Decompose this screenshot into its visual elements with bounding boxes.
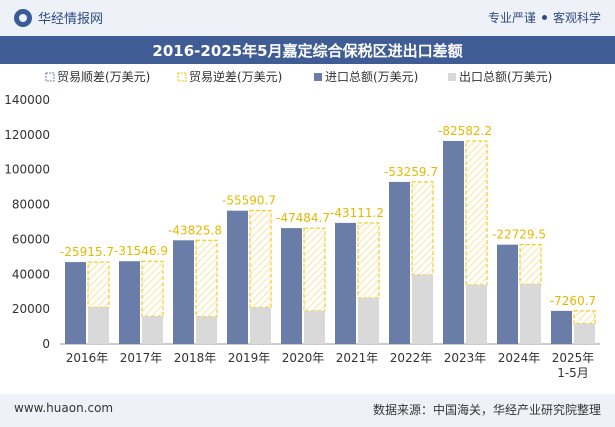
deficit-region — [519, 244, 542, 285]
import-bar — [335, 222, 356, 344]
deficit-region — [141, 260, 164, 317]
import-bar — [173, 240, 194, 344]
import-bar — [389, 181, 410, 344]
x-tick-label: 2018年 — [174, 351, 217, 365]
slogan-b: 客观科学 — [552, 11, 601, 25]
x-tick-label: 2024年 — [498, 351, 541, 365]
top-bar: 华经情报网 专业严谨 客观科学 — [0, 0, 615, 36]
x-tick-label: 2025年 — [552, 351, 595, 365]
import-bar — [65, 262, 86, 344]
y-tick-label: 80000 — [12, 198, 50, 212]
export-bar — [304, 310, 325, 344]
deficit-region — [357, 222, 380, 299]
balance-data-label: -22729.5 — [492, 228, 546, 242]
balance-data-label: -25915.7 — [60, 245, 114, 259]
export-bar — [412, 274, 433, 344]
balance-data-label: -31546.9 — [114, 244, 168, 258]
legend-label: 进口总额(万美元) — [325, 70, 418, 84]
y-tick-label: 0 — [42, 337, 50, 351]
x-tick-label: 1-5月 — [557, 366, 589, 380]
x-tick-label: 2016年 — [66, 351, 109, 365]
import-bar — [443, 140, 464, 344]
y-tick-label: 20000 — [12, 302, 50, 316]
legend-label: 贸易逆差(万美元) — [189, 69, 282, 84]
footer-bar — [0, 394, 615, 427]
deficit-region — [87, 261, 110, 308]
balance-data-label: -43111.2 — [330, 206, 384, 220]
x-tick-label: 2019年 — [228, 351, 271, 365]
deficit-region — [411, 181, 434, 276]
export-bar — [88, 307, 109, 344]
x-tick-label: 2017年 — [120, 351, 163, 365]
import-bar — [551, 310, 572, 344]
title-bar — [0, 36, 615, 64]
import-bar — [281, 228, 302, 344]
slogan: 专业严谨 客观科学 — [488, 9, 601, 26]
legend-label: 出口总额(万美元) — [459, 70, 552, 84]
export-bar — [574, 323, 595, 344]
export-bar — [196, 316, 217, 344]
balance-data-label: -43825.8 — [168, 223, 222, 237]
export-bar — [358, 298, 379, 344]
footer-source: 数据来源：中国海关，华经产业研究院整理 — [372, 403, 601, 417]
brand: 华经情报网 — [14, 8, 103, 27]
y-tick-label: 60000 — [12, 232, 50, 246]
legend-swatch-export — [448, 73, 456, 81]
x-tick-label: 2021年 — [336, 351, 379, 365]
chart: 贸易顺差(万美元) 贸易逆差(万美元) 进口总额(万美元) 出口总额(万美元) 0 200… — [4, 69, 600, 380]
slogan-a: 专业严谨 — [487, 11, 536, 25]
deficit-region — [465, 140, 488, 286]
legend-swatch-surplus — [45, 72, 55, 82]
x-tick-label: 2020年 — [282, 351, 325, 365]
deficit-region — [195, 239, 218, 318]
brand-name: 华经情报网 — [38, 12, 104, 27]
x-tick-label: 2022年 — [390, 351, 433, 365]
y-tick-label: 120000 — [4, 128, 50, 142]
brand-logo-icon — [14, 8, 32, 27]
legend-swatch-import — [314, 73, 322, 81]
chart-title: 2016-2025年5月嘉定综合保税区进出口差额 — [152, 42, 463, 60]
import-bar — [119, 261, 140, 344]
y-tick-label: 100000 — [4, 163, 50, 177]
import-bar — [497, 244, 518, 344]
export-bar — [520, 284, 541, 344]
export-bar — [466, 284, 487, 344]
bullet-dot-icon — [541, 15, 547, 20]
y-tick-label: 140000 — [4, 93, 50, 107]
legend-label: 贸易顺差(万美元) — [57, 70, 150, 84]
balance-data-label: -55590.7 — [222, 194, 276, 208]
x-tick-label: 2023年 — [444, 351, 487, 365]
import-bar — [227, 210, 248, 344]
balance-data-label: -47484.7 — [276, 211, 330, 225]
legend-swatch-deficit — [177, 72, 187, 82]
export-bar — [142, 316, 163, 344]
footer-website: www.huaon.com — [14, 401, 114, 415]
balance-data-label: -82582.2 — [438, 124, 492, 138]
y-tick-label: 40000 — [12, 267, 50, 281]
deficit-region — [249, 210, 272, 309]
export-bar — [250, 307, 271, 344]
deficit-region — [573, 310, 596, 325]
deficit-region — [303, 227, 326, 312]
balance-data-label: -7260.7 — [550, 294, 596, 308]
balance-data-label: -53259.7 — [384, 165, 438, 179]
